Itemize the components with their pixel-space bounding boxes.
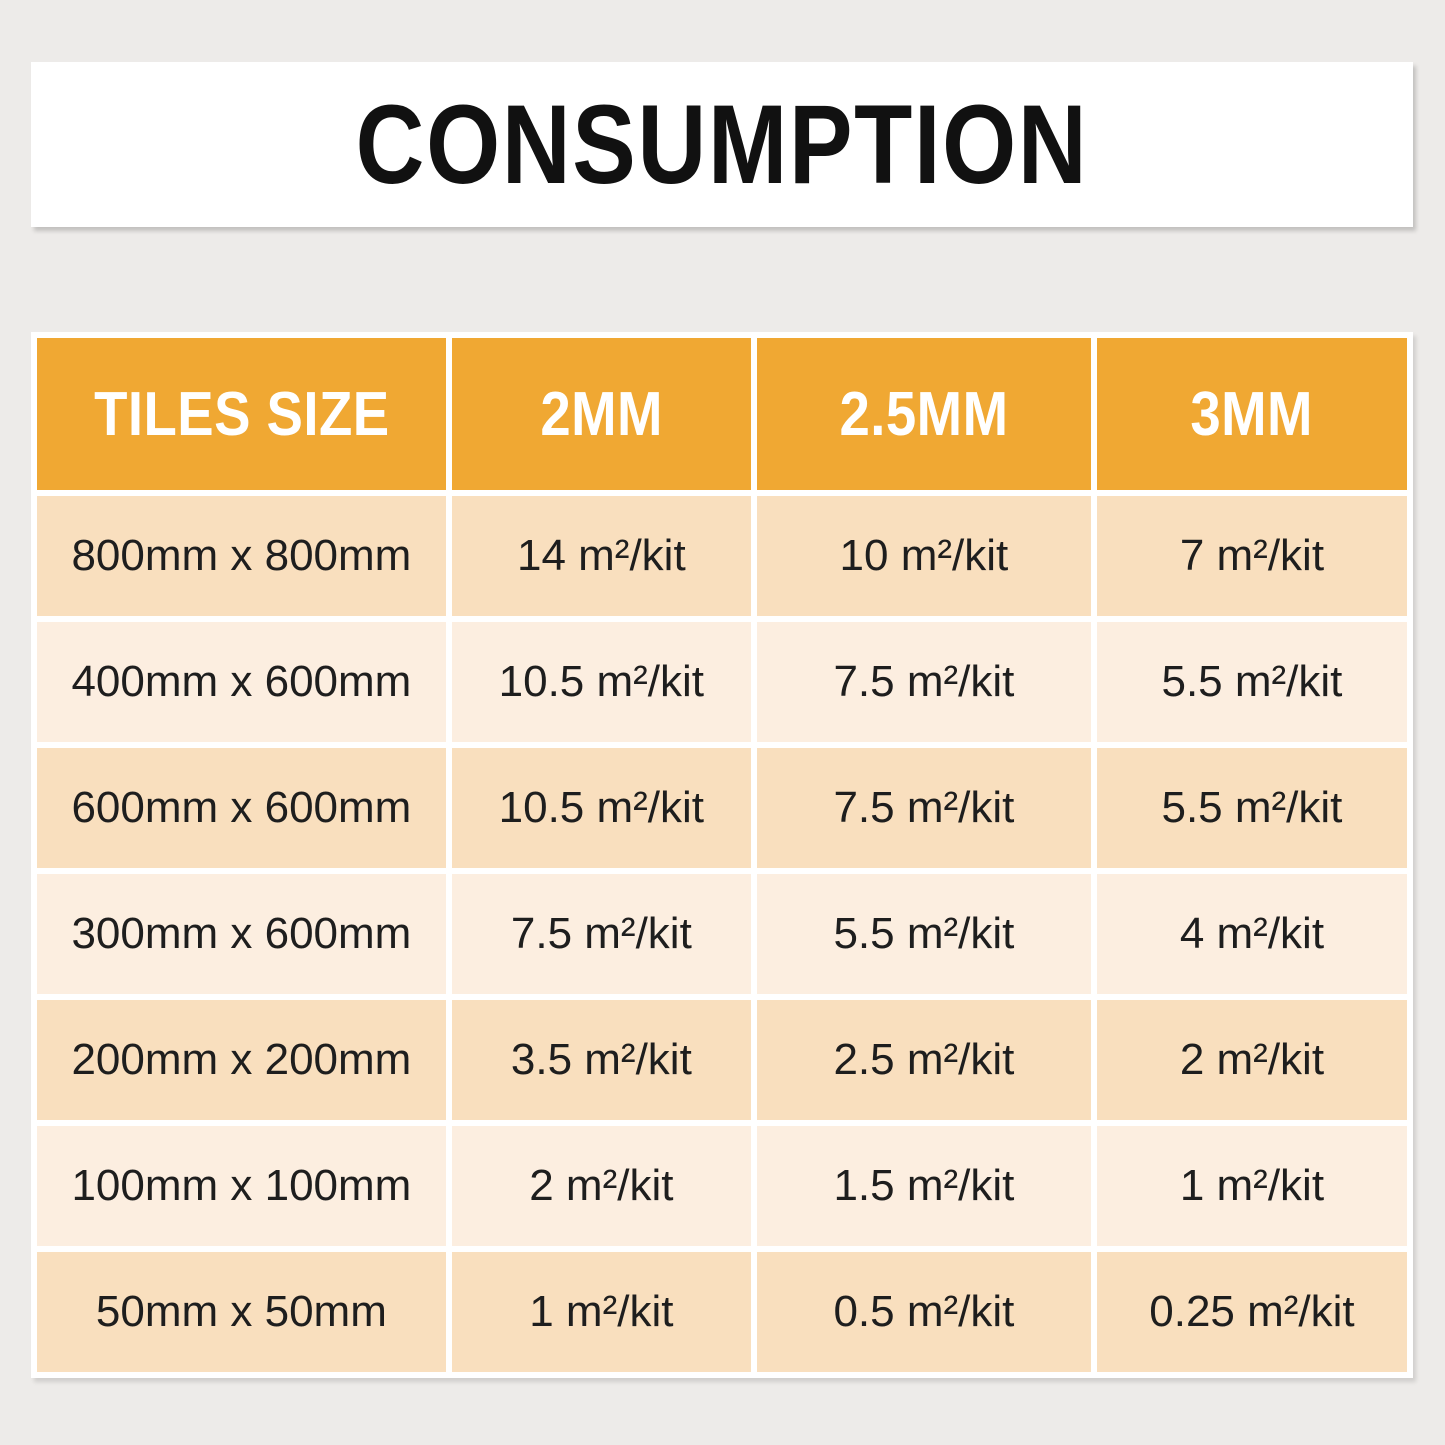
consumption-value-cell: 14 m²/kit <box>451 496 751 616</box>
header-label: 3MM <box>1190 379 1314 449</box>
consumption-value-cell: 1 m²/kit <box>451 1252 751 1372</box>
consumption-value-cell: 5.5 m²/kit <box>1096 748 1407 868</box>
consumption-table: TILES SIZE 2MM 2.5MM 3MM 800mm x 800mm 14 m²/… <box>31 332 1413 1378</box>
tile-size-cell: 200mm x 200mm <box>37 1000 446 1120</box>
consumption-value-cell: 7 m²/kit <box>1096 496 1407 616</box>
tile-size-cell: 800mm x 800mm <box>37 496 446 616</box>
consumption-value-cell: 2 m²/kit <box>1096 1000 1407 1120</box>
consumption-value-cell: 2 m²/kit <box>451 1126 751 1246</box>
consumption-value-cell: 7.5 m²/kit <box>756 748 1091 868</box>
consumption-value-cell: 0.25 m²/kit <box>1096 1252 1407 1372</box>
header-cell-2mm: 2MM <box>451 338 751 490</box>
consumption-value-cell: 7.5 m²/kit <box>756 622 1091 742</box>
consumption-value-cell: 7.5 m²/kit <box>451 874 751 994</box>
consumption-value-cell: 1.5 m²/kit <box>756 1126 1091 1246</box>
consumption-value-cell: 5.5 m²/kit <box>756 874 1091 994</box>
consumption-value-cell: 10 m²/kit <box>756 496 1091 616</box>
header-label: 2MM <box>540 379 663 449</box>
header-label: 2.5MM <box>839 379 1009 449</box>
consumption-value-cell: 0.5 m²/kit <box>756 1252 1091 1372</box>
tile-size-cell: 300mm x 600mm <box>37 874 446 994</box>
consumption-value-cell: 5.5 m²/kit <box>1096 622 1407 742</box>
consumption-value-cell: 1 m²/kit <box>1096 1126 1407 1246</box>
consumption-value-cell: 10.5 m²/kit <box>451 748 751 868</box>
header-cell-2-5mm: 2.5MM <box>756 338 1091 490</box>
header-cell-tiles-size: TILES SIZE <box>37 338 446 490</box>
consumption-value-cell: 2.5 m²/kit <box>756 1000 1091 1120</box>
page-title: CONSUMPTION <box>355 82 1089 207</box>
consumption-value-cell: 4 m²/kit <box>1096 874 1407 994</box>
title-banner: CONSUMPTION <box>31 62 1413 227</box>
header-cell-3mm: 3MM <box>1096 338 1407 490</box>
tile-size-cell: 600mm x 600mm <box>37 748 446 868</box>
header-label: TILES SIZE <box>93 379 390 449</box>
consumption-value-cell: 10.5 m²/kit <box>451 622 751 742</box>
tile-size-cell: 400mm x 600mm <box>37 622 446 742</box>
tile-size-cell: 100mm x 100mm <box>37 1126 446 1246</box>
tile-size-cell: 50mm x 50mm <box>37 1252 446 1372</box>
consumption-value-cell: 3.5 m²/kit <box>451 1000 751 1120</box>
